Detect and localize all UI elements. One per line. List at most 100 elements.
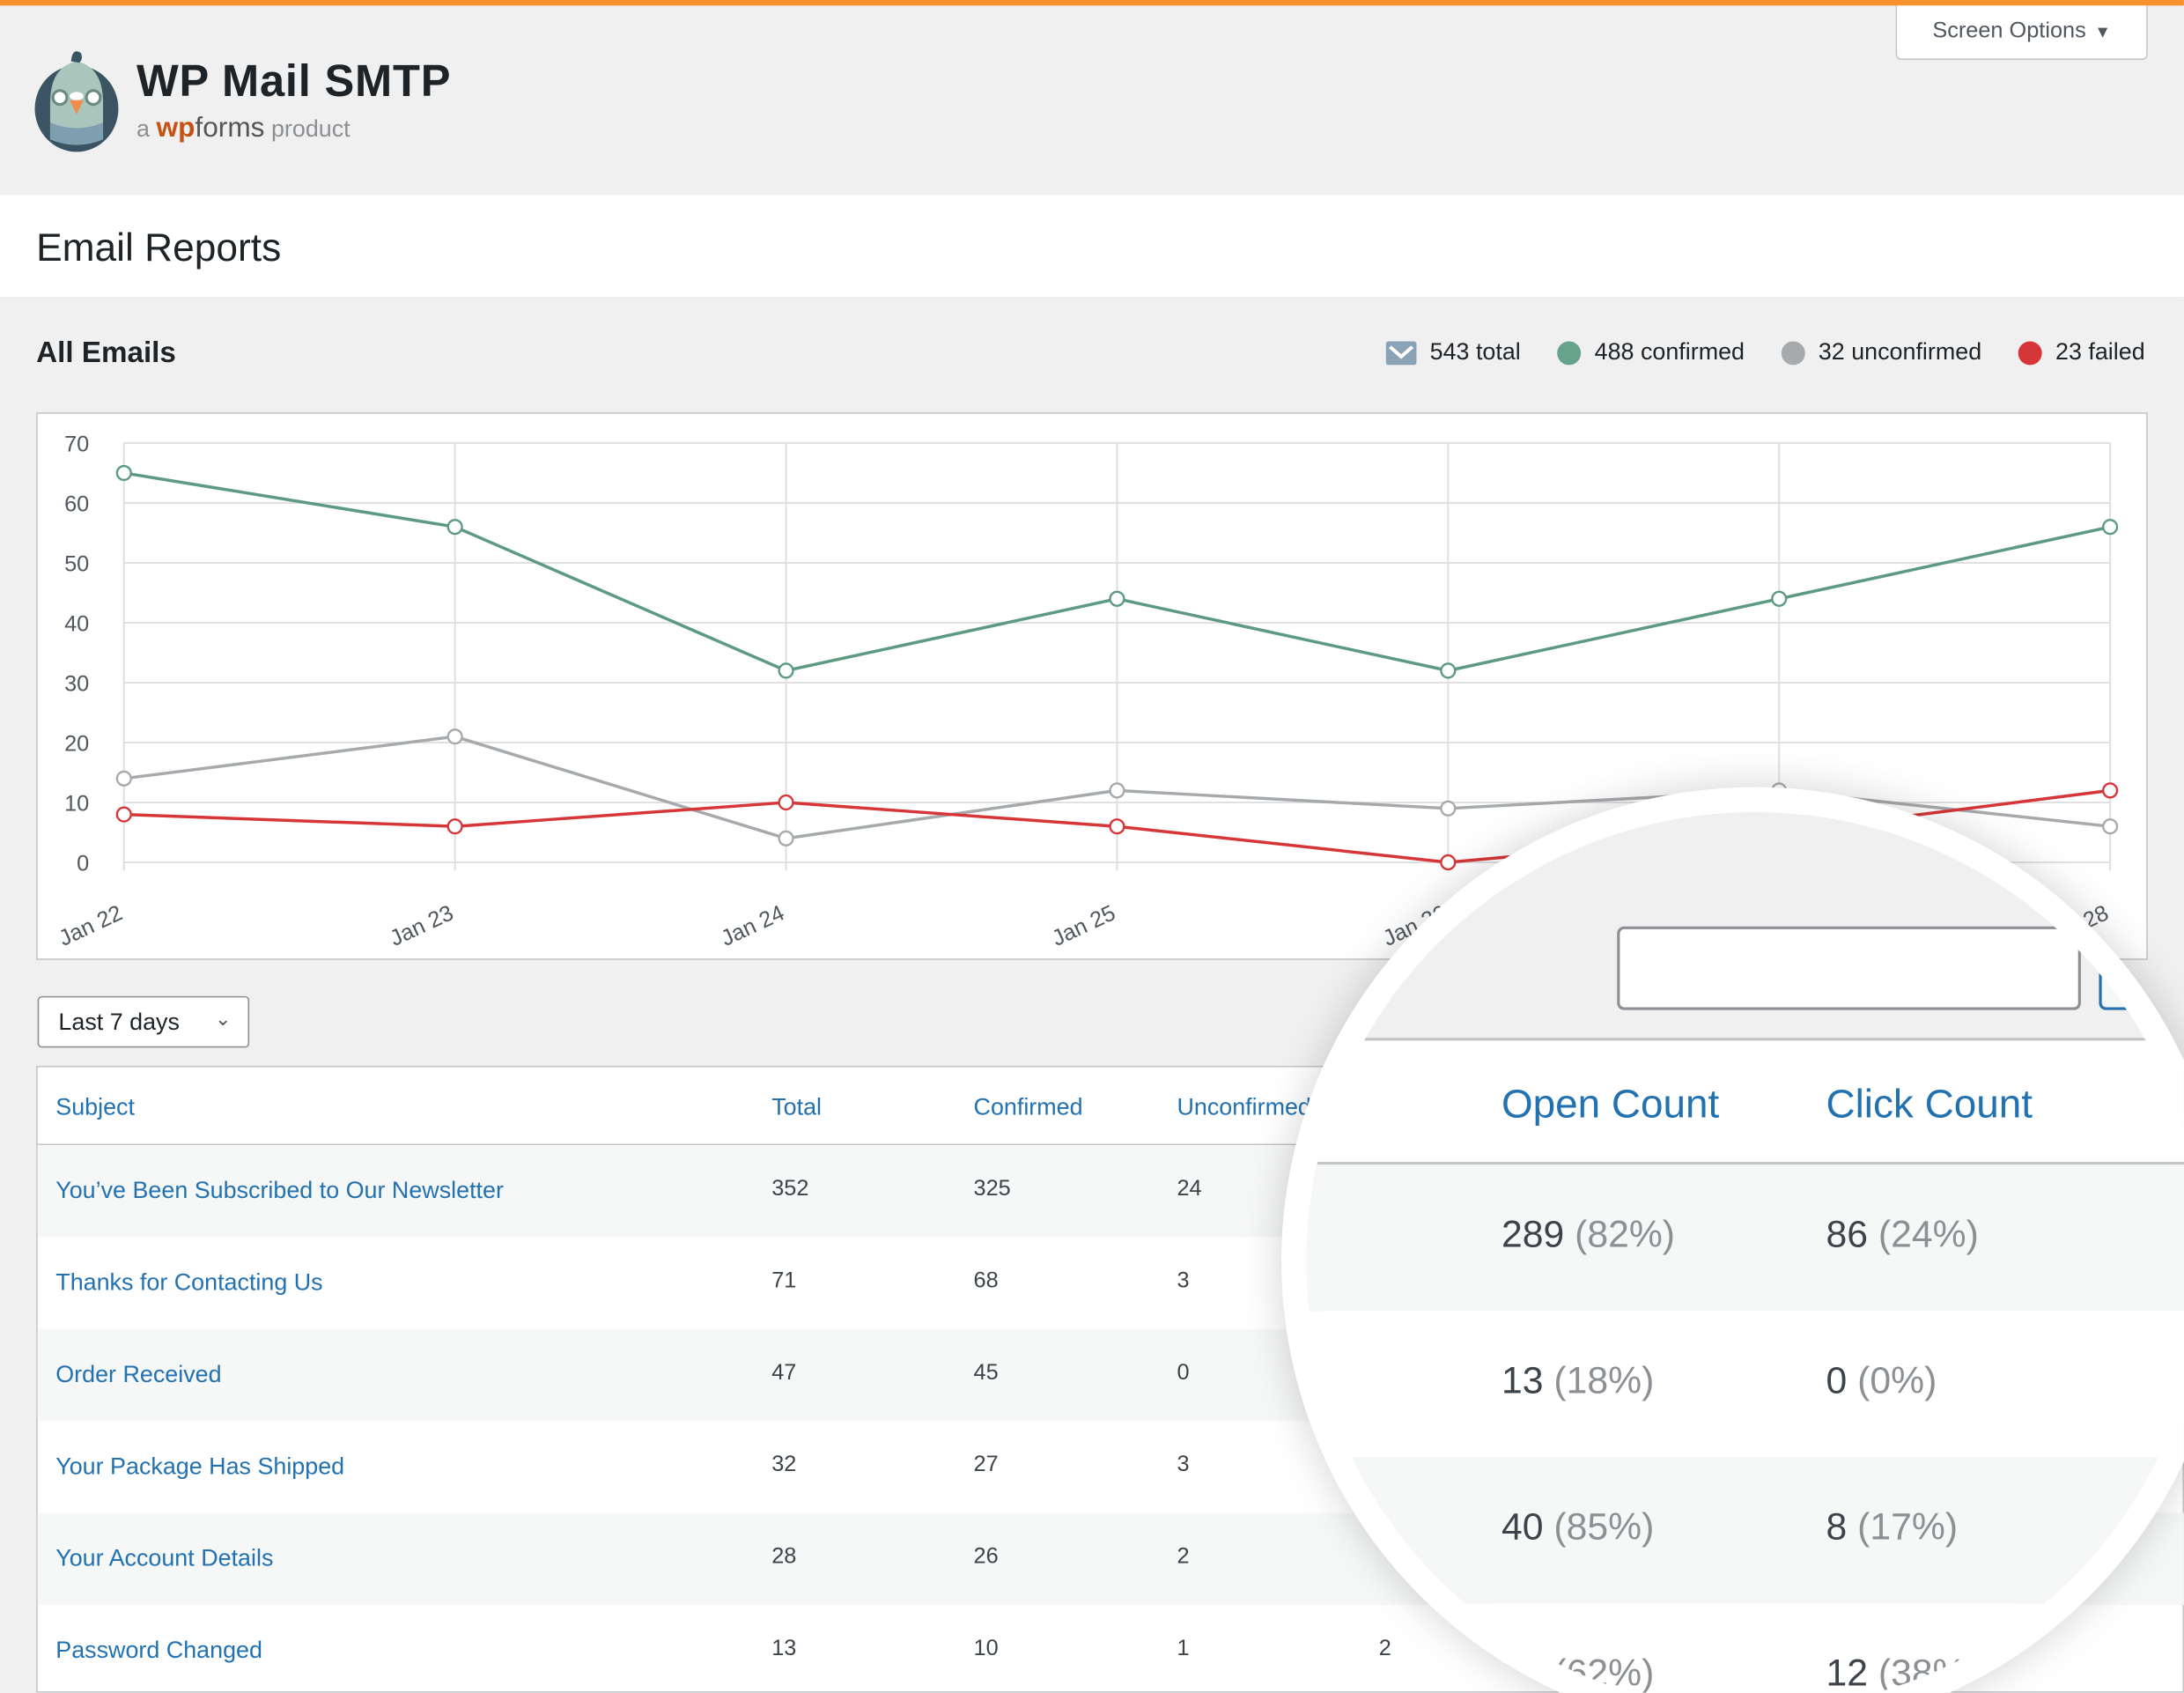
unconfirmed-cell: 24 — [1177, 1177, 1202, 1201]
title-bar — [0, 195, 2184, 297]
x-tick-label: Jan 25 — [1048, 900, 1119, 950]
failed-point — [115, 806, 132, 823]
legend-confirmed-label: 488 confirmed — [1594, 338, 1745, 366]
chevron-down-icon: ⌄ — [214, 1007, 232, 1030]
click-count-value: 8 — [1826, 1505, 1848, 1549]
subject-link[interactable]: Your Package Has Shipped — [55, 1453, 345, 1480]
magnified-table-row: 289 (82%) 86 (24%) — [1306, 1164, 2184, 1312]
open-count-cell: 20 (62%) — [1502, 1652, 1654, 1693]
click-count-cell: 8 (17%) — [1826, 1506, 1958, 1549]
click-count-percent: (38%) — [1878, 1652, 1979, 1693]
confirmed-cell: 27 — [973, 1453, 999, 1477]
search-button[interactable] — [2099, 926, 2184, 1010]
column-confirmed[interactable]: Confirmed — [973, 1093, 1083, 1120]
subject-link[interactable]: Password Changed — [55, 1637, 262, 1664]
click-count-percent: (24%) — [1878, 1213, 1979, 1256]
confirmed-cell: 26 — [973, 1544, 999, 1569]
y-tick-label: 50 — [64, 551, 89, 576]
tagline-a: a — [136, 115, 150, 143]
unconfirmed-cell: 2 — [1177, 1544, 1190, 1569]
unconfirmed-cell: 3 — [1177, 1453, 1190, 1477]
open-count-percent: (18%) — [1553, 1359, 1655, 1402]
column-open-count[interactable]: Open Count — [1501, 1082, 1720, 1127]
unconfirmed-cell: 0 — [1177, 1361, 1190, 1386]
open-count-cell: 13 (18%) — [1502, 1360, 1654, 1403]
column-subject[interactable]: Subject — [55, 1093, 135, 1120]
total-cell: 71 — [771, 1268, 797, 1293]
click-count-cell: 0 (0%) — [1826, 1360, 1937, 1403]
y-tick-label: 10 — [64, 791, 89, 816]
confirmed-dot-icon — [1556, 340, 1581, 365]
brand-tagline: a wpforms product — [136, 113, 350, 144]
chart-legend: 543 total 488 confirmed 32 unconfirmed 2… — [1385, 338, 2145, 366]
open-count-cell: 289 (82%) — [1502, 1214, 1675, 1257]
failed-point — [778, 794, 794, 811]
legend-total-label: 543 total — [1429, 338, 1521, 366]
confirmed-point — [778, 662, 794, 679]
total-cell: 13 — [771, 1637, 797, 1661]
open-count-value: 40 — [1501, 1505, 1544, 1549]
table-row: Thanks for Contacting Us 71 68 3 — [38, 1237, 2184, 1328]
legend-confirmed: 488 confirmed — [1556, 338, 1745, 366]
screen-options-label: Screen Options — [1932, 19, 2086, 44]
failed-point — [446, 818, 463, 835]
wpforms-wp: wp — [156, 113, 196, 144]
y-tick-label: 40 — [64, 611, 89, 636]
confirmed-point — [2102, 519, 2119, 536]
total-cell: 32 — [771, 1453, 797, 1477]
failed-dot-icon — [2018, 340, 2042, 365]
magnified-table-row: 13 (18%) 0 (0%) — [1306, 1311, 2184, 1458]
y-tick-label: 0 — [77, 851, 89, 876]
y-tick-label: 70 — [64, 432, 89, 456]
unconfirmed-cell: 1 — [1177, 1637, 1190, 1661]
open-count-value: 13 — [1501, 1359, 1544, 1402]
subject-link[interactable]: You’ve Been Subscribed to Our Newsletter — [55, 1177, 504, 1204]
pigeon-logo-icon — [34, 51, 119, 152]
y-tick-label: 20 — [64, 731, 89, 756]
unconfirmed-point — [778, 830, 794, 846]
section-title: All Emails — [36, 336, 176, 370]
click-count-value: 0 — [1826, 1359, 1848, 1402]
column-click-count[interactable]: Click Count — [1826, 1082, 2033, 1127]
envelope-icon — [1385, 340, 1416, 365]
x-tick-label: Jan 24 — [717, 900, 788, 950]
page-title: Email Reports — [36, 225, 282, 270]
unconfirmed-point — [115, 770, 132, 787]
magnified-region: Open Count Click Count 289 (82%) 86 (24%)… — [1306, 812, 2184, 1693]
magnified-table-row: 40 (85%) 8 (17%) — [1306, 1457, 2184, 1604]
subject-link[interactable]: Thanks for Contacting Us — [55, 1268, 323, 1296]
caret-down-icon: ▼ — [2094, 22, 2112, 42]
subject-link[interactable]: Order Received — [55, 1361, 222, 1388]
date-range-value: Last 7 days — [58, 1008, 180, 1035]
confirmed-point — [1109, 590, 1125, 607]
legend-total: 543 total — [1385, 338, 1521, 366]
brand-name: WP Mail SMTP — [136, 55, 452, 107]
table-row: Password Changed 13 10 12 — [38, 1605, 2184, 1693]
open-count-value: 289 — [1501, 1213, 1565, 1256]
open-count-percent: (62%) — [1553, 1652, 1655, 1693]
admin-top-bar — [0, 0, 2184, 6]
screen-options-button[interactable]: Screen Options ▼ — [1895, 5, 2148, 61]
failed-point — [1109, 818, 1125, 835]
confirmed-cell: 10 — [973, 1637, 999, 1661]
open-count-value: 20 — [1501, 1652, 1544, 1693]
unconfirmed-point — [1109, 782, 1125, 799]
search-input[interactable] — [1617, 926, 2081, 1010]
tagline-product: product — [270, 115, 350, 143]
total-cell: 47 — [771, 1361, 797, 1386]
confirmed-cell: 68 — [973, 1268, 999, 1293]
column-total[interactable]: Total — [771, 1093, 823, 1120]
legend-failed-label: 23 failed — [2055, 338, 2145, 366]
confirmed-point — [115, 464, 132, 482]
open-count-percent: (85%) — [1553, 1505, 1655, 1549]
date-range-select[interactable]: Last 7 days ⌄ — [37, 995, 250, 1048]
subject-link[interactable]: Your Account Details — [55, 1544, 274, 1572]
y-tick-label: 60 — [64, 492, 89, 516]
unconfirmed-point — [446, 728, 463, 745]
column-unconfirmed[interactable]: Unconfirmed — [1177, 1093, 1311, 1120]
magnifier-callout: Open Count Click Count 289 (82%) 86 (24%)… — [1281, 787, 2184, 1693]
failed-point — [2102, 782, 2119, 799]
confirmed-cell: 325 — [973, 1177, 1011, 1201]
confirmed-point — [1440, 662, 1457, 679]
